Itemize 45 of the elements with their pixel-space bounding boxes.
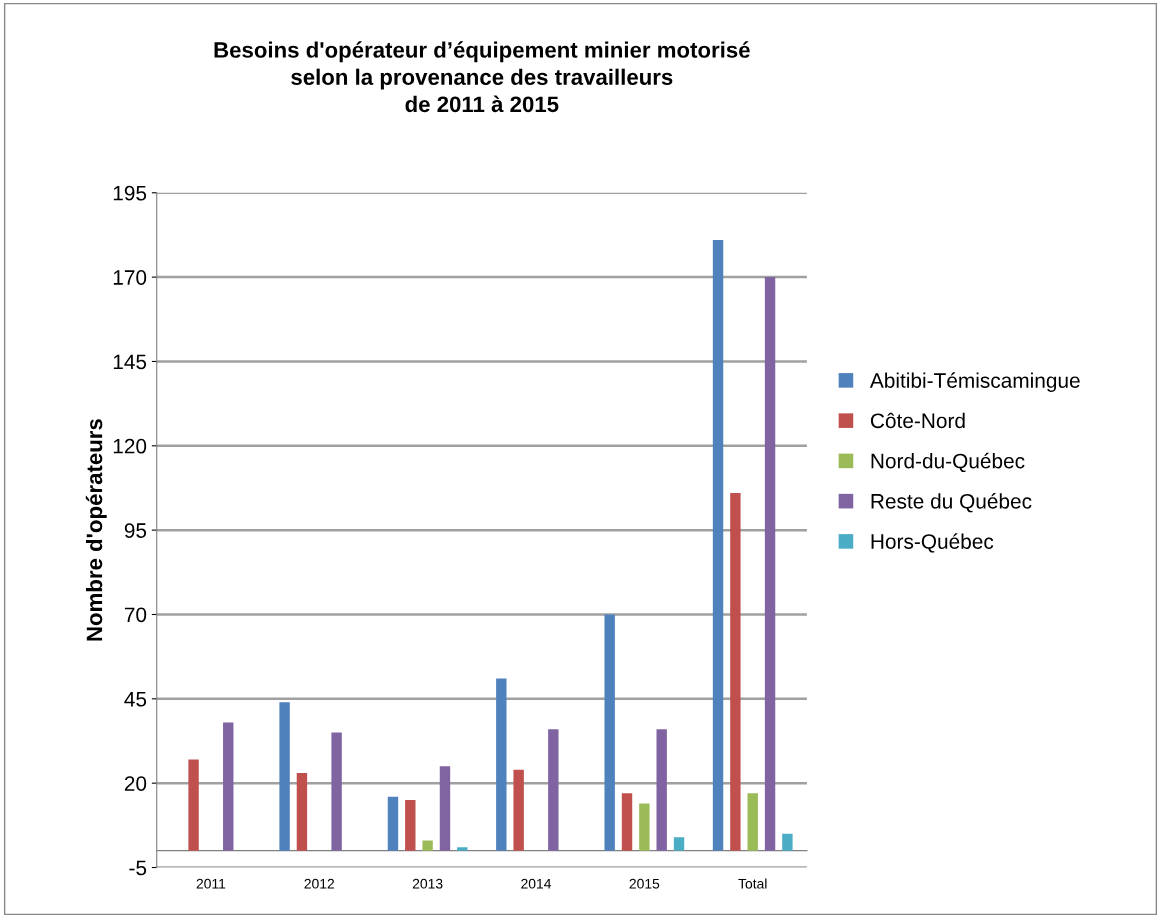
x-tick-label: 2013: [412, 878, 443, 889]
y-tick-label: -5: [129, 860, 147, 876]
y-axis-title: Nombre d'opérateurs: [85, 419, 107, 641]
bar: [621, 793, 633, 851]
x-tick-label: 2012: [304, 878, 335, 889]
bar: [513, 769, 524, 851]
bar: [457, 847, 468, 851]
legend-label: Abitibi-Témiscamingue: [869, 372, 1080, 392]
bar: [331, 732, 342, 851]
legend-label: Côte-Nord: [870, 412, 965, 429]
x-tick-label: 2011: [196, 878, 226, 889]
bar: [439, 766, 451, 851]
bar: [604, 614, 615, 851]
bar: [496, 678, 507, 851]
bar: [639, 803, 650, 851]
bar: [764, 277, 776, 851]
bar: [730, 493, 741, 851]
y-tick-label: 170: [113, 270, 147, 285]
legend-label: Reste du Québec: [871, 493, 1032, 513]
bar: [747, 793, 758, 851]
y-tick-label: 120: [113, 438, 147, 454]
legend-label: Hors-Québec: [871, 533, 994, 553]
y-tick-label: 195: [113, 185, 147, 201]
bar: [188, 759, 199, 851]
legend-label: Nord-du-Québec: [871, 452, 1025, 473]
bar: [296, 773, 308, 851]
bar: [422, 840, 433, 851]
x-tick-label: 2015: [629, 878, 660, 889]
bar: [782, 833, 793, 851]
bar: [405, 800, 416, 851]
bar: [548, 729, 559, 851]
x-tick-label: Total: [738, 878, 767, 889]
bar: [673, 837, 685, 851]
bar: [279, 702, 290, 851]
chart-title: Besoins d'opérateur d’équipement minier motorisé selon la provenance des travailleurs de 2011 à 2015: [214, 41, 750, 113]
x-tick-label: 2014: [521, 878, 552, 889]
y-tick-label: 20: [124, 776, 147, 791]
bar: [712, 240, 724, 851]
y-tick-label: 70: [124, 607, 147, 623]
bar: [223, 722, 234, 851]
y-tick-label: 45: [124, 692, 147, 707]
bar: [656, 729, 667, 851]
y-tick-label: 145: [113, 354, 147, 370]
y-tick-label: 95: [124, 523, 147, 538]
bar: [387, 796, 399, 851]
